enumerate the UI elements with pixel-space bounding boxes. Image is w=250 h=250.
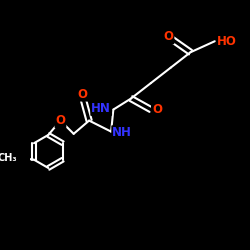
Text: O: O xyxy=(56,114,66,127)
Text: HN: HN xyxy=(91,102,111,115)
Text: O: O xyxy=(78,88,88,101)
Text: O: O xyxy=(164,30,173,43)
Text: CH₃: CH₃ xyxy=(0,152,18,162)
Text: NH: NH xyxy=(112,126,132,139)
Text: HO: HO xyxy=(217,35,237,48)
Text: O: O xyxy=(152,103,162,116)
